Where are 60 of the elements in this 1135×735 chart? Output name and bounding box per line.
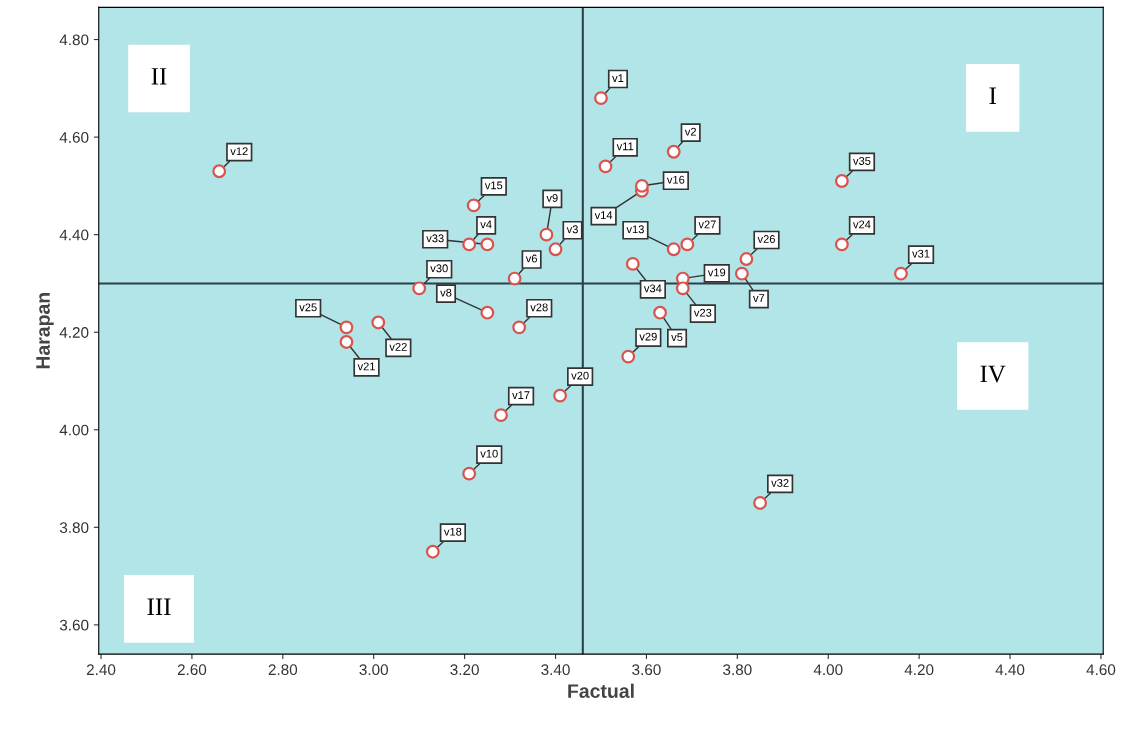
x-tick-label: 2.60	[177, 664, 207, 676]
data-label: v4	[480, 220, 492, 229]
data-label: v30	[430, 264, 448, 273]
data-label: v6	[525, 254, 537, 263]
y-tick-label: 4.20	[59, 327, 89, 338]
x-tick-label: 2.40	[86, 664, 116, 676]
x-tick-label: 3.20	[450, 664, 479, 676]
y-tick-label: 4.60	[59, 131, 89, 143]
data-label: v29	[639, 332, 657, 341]
x-tick-label: 3.00	[359, 664, 388, 676]
x-tick-label: 3.40	[541, 664, 570, 676]
x-tick-label: 3.60	[632, 664, 661, 676]
y-tick-label: 4.40	[59, 229, 89, 241]
data-label: v5	[671, 333, 683, 342]
data-label: v3	[566, 225, 578, 234]
data-label: v25	[299, 303, 317, 312]
data-label: v34	[643, 284, 662, 293]
annotation: II	[151, 68, 167, 85]
data-label: v24	[853, 220, 871, 229]
data-label: v20	[571, 371, 589, 380]
data-label: v15	[484, 181, 503, 190]
data-label: v16	[666, 175, 685, 184]
data-label: v21	[357, 362, 375, 371]
annotation: I	[989, 87, 997, 104]
y-tick-label: 4.80	[59, 34, 89, 46]
y-tick-label: 3.80	[59, 522, 89, 534]
data-label: v22	[389, 342, 407, 351]
data-label: v14	[594, 211, 613, 220]
data-label: v31	[912, 249, 930, 258]
data-label: v12	[230, 147, 248, 156]
x-tick-label: 4.40	[995, 664, 1025, 676]
annotation: IV	[980, 365, 1006, 383]
data-label: v35	[853, 157, 871, 165]
data-label: v2	[684, 127, 696, 136]
data-label: v28	[530, 303, 548, 312]
data-label: v19	[707, 268, 726, 277]
data-label: v33	[426, 234, 444, 243]
data-label: v26	[757, 235, 775, 243]
data-label: v11	[616, 142, 634, 151]
data-label: v23	[693, 308, 712, 317]
annotation: III	[147, 598, 171, 615]
data-label: v17	[512, 391, 530, 399]
x-tick-label: 4.20	[904, 664, 934, 676]
data-label: v10	[480, 449, 498, 458]
data-label: v8	[440, 288, 452, 297]
x-tick-label: 4.60	[1086, 664, 1116, 676]
y-tick-label: 4.00	[59, 424, 89, 436]
x-tick-label: 3.80	[723, 664, 752, 676]
data-label: v7	[753, 294, 765, 302]
data-label: v9	[546, 194, 558, 202]
x-axis-title: Factual	[568, 683, 634, 698]
y-tick-label: 3.60	[59, 619, 89, 631]
data-label: v1	[612, 74, 624, 82]
data-label: v32	[771, 478, 789, 487]
data-label: v27	[698, 220, 716, 229]
data-label: v18	[443, 527, 462, 536]
x-tick-label: 4.00	[813, 664, 843, 676]
data-label: v13	[626, 225, 644, 234]
y-axis-title: Harapan	[36, 293, 54, 369]
x-tick-label: 2.80	[268, 664, 298, 676]
